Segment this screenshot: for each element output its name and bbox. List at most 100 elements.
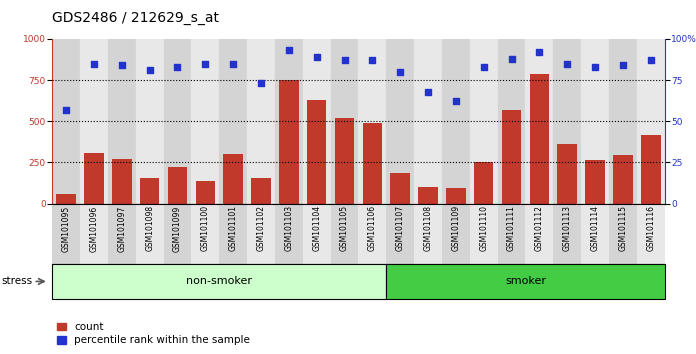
Text: smoker: smoker	[505, 276, 546, 286]
Text: GSM101095: GSM101095	[62, 205, 70, 252]
Bar	[470, 204, 498, 264]
Text: GSM101097: GSM101097	[118, 205, 126, 252]
Text: GSM101108: GSM101108	[424, 205, 432, 251]
Point	[478, 64, 489, 70]
Bar	[80, 204, 108, 264]
Bar	[247, 39, 275, 204]
Bar	[502, 110, 521, 204]
Text: GSM101116: GSM101116	[647, 205, 655, 251]
Text: GSM101096: GSM101096	[90, 205, 98, 252]
Bar	[140, 178, 159, 204]
Point	[534, 49, 545, 55]
Text: GSM101107: GSM101107	[396, 205, 404, 251]
Point	[395, 69, 406, 75]
Point	[617, 62, 628, 68]
Bar	[303, 39, 331, 204]
Bar	[164, 39, 191, 204]
Point	[450, 99, 461, 104]
Bar	[414, 204, 442, 264]
Bar	[56, 194, 76, 204]
Text: GSM101110: GSM101110	[480, 205, 488, 251]
Bar	[136, 39, 164, 204]
Text: GSM101114: GSM101114	[591, 205, 599, 251]
Bar	[581, 204, 609, 264]
Bar	[553, 204, 581, 264]
Text: GSM101100: GSM101100	[201, 205, 209, 251]
Point	[311, 54, 322, 60]
Bar	[52, 264, 386, 299]
Point	[144, 67, 155, 73]
Bar	[442, 39, 470, 204]
Point	[506, 56, 517, 62]
Point	[200, 61, 211, 67]
Bar	[358, 204, 386, 264]
Bar	[637, 204, 665, 264]
Point	[172, 64, 183, 70]
Text: GSM101106: GSM101106	[368, 205, 377, 251]
Bar	[52, 39, 80, 204]
Bar	[386, 39, 414, 204]
Bar	[609, 204, 637, 264]
Text: GSM101112: GSM101112	[535, 205, 544, 251]
Bar	[363, 123, 382, 204]
Point	[61, 107, 72, 113]
Bar	[303, 204, 331, 264]
Text: GSM101115: GSM101115	[619, 205, 627, 251]
Text: GSM101109: GSM101109	[452, 205, 460, 251]
Bar	[279, 80, 299, 204]
Bar	[525, 204, 553, 264]
Bar	[219, 204, 247, 264]
Bar	[530, 74, 549, 204]
Bar	[275, 39, 303, 204]
Text: GSM101101: GSM101101	[229, 205, 237, 251]
Bar	[581, 39, 609, 204]
Bar	[191, 204, 219, 264]
Bar	[498, 39, 525, 204]
Bar	[275, 204, 303, 264]
Bar	[390, 173, 410, 204]
Bar	[84, 153, 104, 204]
Point	[645, 57, 656, 63]
Bar	[52, 204, 80, 264]
Text: GSM101099: GSM101099	[173, 205, 182, 252]
Bar	[331, 39, 358, 204]
Bar	[108, 39, 136, 204]
Text: GSM101098: GSM101098	[145, 205, 154, 251]
Text: GSM101104: GSM101104	[313, 205, 321, 251]
Text: GSM101105: GSM101105	[340, 205, 349, 251]
Bar	[386, 264, 665, 299]
Bar	[108, 204, 136, 264]
Bar	[474, 162, 493, 204]
Point	[590, 64, 601, 70]
Bar	[613, 155, 633, 204]
Bar	[164, 204, 191, 264]
Bar	[498, 204, 525, 264]
Bar	[585, 160, 605, 204]
Bar	[553, 39, 581, 204]
Point	[255, 81, 267, 86]
Text: non-smoker: non-smoker	[187, 276, 252, 286]
Bar	[196, 181, 215, 204]
Bar	[112, 159, 132, 204]
Bar	[557, 144, 577, 204]
Bar	[247, 204, 275, 264]
Bar	[335, 118, 354, 204]
Point	[228, 61, 239, 67]
Bar	[446, 188, 466, 204]
Bar	[386, 204, 414, 264]
Text: stress: stress	[1, 276, 33, 286]
Bar	[525, 39, 553, 204]
Bar	[219, 39, 247, 204]
Text: GSM101102: GSM101102	[257, 205, 265, 251]
Bar	[470, 39, 498, 204]
Point	[562, 61, 573, 67]
Bar	[414, 39, 442, 204]
Bar	[223, 154, 243, 204]
Bar	[358, 39, 386, 204]
Point	[422, 89, 434, 95]
Bar	[442, 204, 470, 264]
Text: GSM101113: GSM101113	[563, 205, 571, 251]
Bar	[641, 135, 661, 204]
Bar	[331, 204, 358, 264]
Point	[339, 57, 350, 63]
